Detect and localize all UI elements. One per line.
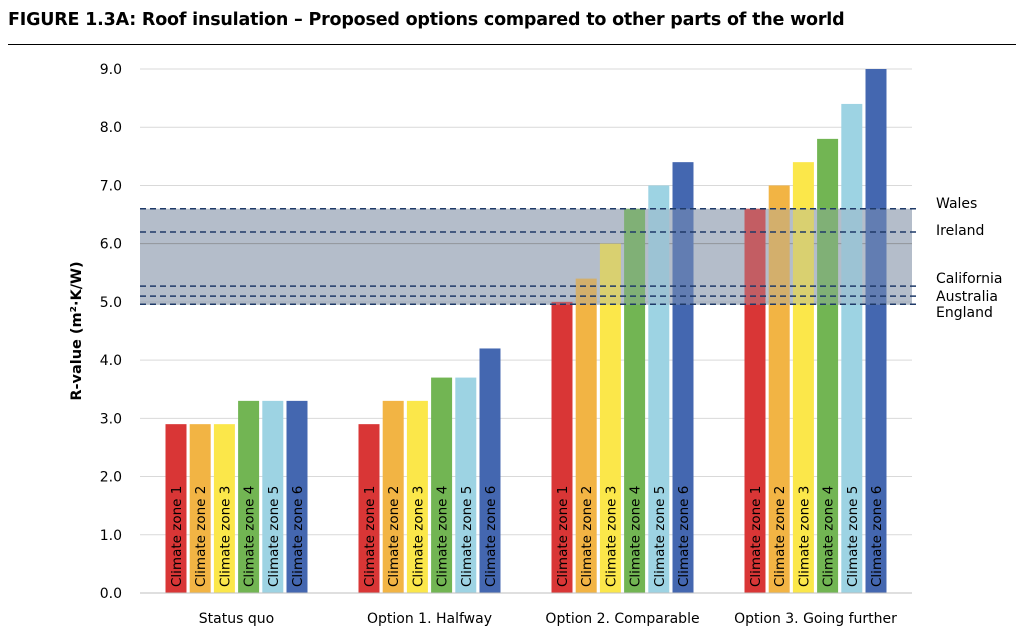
bar bbox=[213, 424, 235, 593]
y-tick-label: 2.0 bbox=[100, 470, 122, 486]
bar bbox=[479, 348, 501, 593]
bar bbox=[672, 162, 694, 593]
x-tick-label: Option 1. Halfway bbox=[367, 611, 492, 627]
y-tick-label: 5.0 bbox=[100, 295, 122, 311]
bar bbox=[841, 103, 863, 593]
y-tick-label: 7.0 bbox=[100, 178, 122, 194]
bar-series-label: Climate zone 4 bbox=[435, 486, 451, 587]
bar-series-label: Climate zone 1 bbox=[748, 486, 764, 587]
y-tick-label: 9.0 bbox=[100, 62, 122, 78]
y-tick-label: 0.0 bbox=[100, 586, 122, 602]
bar-series-label: Climate zone 6 bbox=[483, 486, 499, 587]
bar bbox=[189, 424, 211, 593]
bar-series-label: Climate zone 1 bbox=[555, 486, 571, 587]
bar-series-label: Climate zone 3 bbox=[796, 486, 812, 587]
bar bbox=[865, 69, 887, 593]
bar bbox=[431, 377, 453, 593]
bar-series-label: Climate zone 3 bbox=[410, 486, 426, 587]
bar bbox=[382, 400, 404, 593]
bar-series-label: Climate zone 2 bbox=[579, 486, 595, 587]
x-tick-label: Option 2. Comparable bbox=[545, 611, 699, 627]
bar bbox=[551, 301, 573, 593]
y-tick-label: 8.0 bbox=[100, 120, 122, 136]
bar-series-label: Climate zone 1 bbox=[169, 486, 185, 587]
y-tick-label: 3.0 bbox=[100, 411, 122, 427]
bar-series-label: Climate zone 4 bbox=[628, 486, 644, 587]
bar bbox=[792, 162, 814, 593]
bar-series-label: Climate zone 1 bbox=[362, 486, 378, 587]
bar bbox=[768, 185, 790, 593]
y-axis-title: R-value (m²·K/W) bbox=[69, 261, 85, 400]
reference-line-label: Australia bbox=[936, 289, 998, 305]
title-underline bbox=[8, 44, 1016, 45]
bar bbox=[238, 400, 260, 593]
bar-series-label: Climate zone 5 bbox=[459, 486, 475, 587]
reference-line-label: California bbox=[936, 271, 1002, 287]
axes-layer: 0.0 1.0 2.0 3.0 4.0 5.0 6.0 7.0 8.0 9.0 R-value (m… bbox=[69, 62, 912, 627]
reference-line-label: Ireland bbox=[936, 223, 984, 239]
bar bbox=[624, 208, 646, 593]
bar bbox=[406, 400, 428, 593]
bar-series-label: Climate zone 4 bbox=[242, 486, 258, 587]
bar bbox=[455, 377, 477, 593]
bar-series-label: Climate zone 6 bbox=[869, 486, 885, 587]
bar bbox=[648, 185, 670, 593]
bar-series-label: Climate zone 4 bbox=[821, 486, 837, 587]
bars-layer: Climate zone 1 Climate zone 2 Climate zone… bbox=[165, 69, 887, 593]
bar bbox=[358, 424, 380, 593]
figure-title: FIGURE 1.3A: Roof insulation – Proposed … bbox=[8, 10, 845, 30]
x-tick-label: Option 3. Going further bbox=[734, 611, 897, 627]
bar-series-label: Climate zone 5 bbox=[845, 486, 861, 587]
bar-series-label: Climate zone 2 bbox=[193, 486, 209, 587]
bar-series-label: Climate zone 6 bbox=[676, 486, 692, 587]
bar-series-label: Climate zone 2 bbox=[772, 486, 788, 587]
y-tick-label: 1.0 bbox=[100, 528, 122, 544]
bar-series-label: Climate zone 5 bbox=[266, 486, 282, 587]
bar-series-label: Climate zone 5 bbox=[652, 486, 668, 587]
bar-series-label: Climate zone 2 bbox=[386, 486, 402, 587]
bar bbox=[817, 138, 839, 593]
bar bbox=[599, 243, 621, 593]
reference-line-label: England bbox=[936, 305, 993, 321]
bar bbox=[575, 278, 597, 593]
reference-line-label: Wales bbox=[936, 196, 977, 212]
x-tick-label: Status quo bbox=[199, 611, 274, 627]
bar-series-label: Climate zone 3 bbox=[603, 486, 619, 587]
y-tick-label: 4.0 bbox=[100, 353, 122, 369]
bar-series-label: Climate zone 6 bbox=[290, 486, 306, 587]
bar-series-label: Climate zone 3 bbox=[217, 486, 233, 587]
reference-band-overlay bbox=[140, 208, 912, 305]
y-tick-label: 6.0 bbox=[100, 237, 122, 253]
bar bbox=[262, 400, 284, 593]
bar bbox=[286, 400, 308, 593]
bar bbox=[165, 424, 187, 593]
